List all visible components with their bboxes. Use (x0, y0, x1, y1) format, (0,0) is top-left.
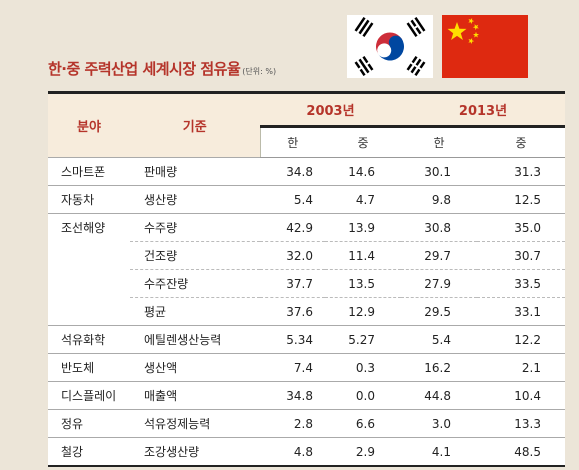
value-korea-2003: 2.8 (260, 409, 325, 438)
field-cell: 정유 (48, 409, 130, 438)
value-china-2013: 2.1 (477, 353, 565, 382)
value-korea-2013: 44.8 (401, 381, 477, 410)
value-korea-2003: 5.34 (260, 325, 325, 354)
table-row: 정유 석유정제능력 2.8 6.6 3.0 13.3 (48, 409, 565, 438)
header-year-2013: 2013년 (401, 91, 565, 127)
basis-cell: 생산량 (130, 185, 260, 214)
value-korea-2003: 7.4 (260, 353, 325, 382)
field-cell: 스마트폰 (48, 157, 130, 186)
basis-cell: 수주잔량 (130, 269, 260, 298)
header-china-2013: 중 (477, 125, 565, 158)
value-china-2013: 12.5 (477, 185, 565, 214)
header-basis: 기준 (130, 91, 260, 158)
value-china-2003: 13.5 (325, 269, 401, 298)
header-korea-2003: 한 (259, 125, 325, 158)
header-field: 분야 (48, 91, 130, 158)
value-china-2013: 13.3 (477, 409, 565, 438)
table-row: 철강 조강생산량 4.8 2.9 4.1 48.5 (48, 437, 565, 467)
value-china-2003: 12.9 (325, 297, 401, 326)
value-korea-2013: 5.4 (401, 325, 477, 354)
value-china-2003: 0.0 (325, 381, 401, 410)
basis-cell: 생산액 (130, 353, 260, 382)
basis-cell: 판매량 (130, 157, 260, 186)
header-china-2003: 중 (325, 125, 401, 158)
value-china-2013: 33.1 (477, 297, 565, 326)
table-row: 석유화학 에틸렌생산능력 5.34 5.27 5.4 12.2 (48, 325, 565, 354)
value-china-2013: 31.3 (477, 157, 565, 186)
value-china-2013: 10.4 (477, 381, 565, 410)
table-row: 반도체 생산액 7.4 0.3 16.2 2.1 (48, 353, 565, 382)
value-korea-2003: 5.4 (260, 185, 325, 214)
value-korea-2003: 37.7 (260, 269, 325, 298)
market-share-table: 분야 기준 2003년 2013년 한 중 한 중 스마트폰 판매량 34.8 … (48, 91, 565, 467)
table-row: 평균 37.6 12.9 29.5 33.1 (48, 297, 565, 326)
value-korea-2003: 4.8 (260, 437, 325, 467)
basis-cell: 평균 (130, 297, 260, 326)
five-star-red-flag-icon (442, 15, 528, 78)
basis-cell: 매출액 (130, 381, 260, 410)
field-cell (48, 269, 130, 298)
china-flag (442, 15, 528, 78)
field-cell: 철강 (48, 437, 130, 467)
table-row: 조선해양 수주량 42.9 13.9 30.8 35.0 (48, 213, 565, 242)
table-row: 수주잔량 37.7 13.5 27.9 33.5 (48, 269, 565, 298)
value-china-2013: 48.5 (477, 437, 565, 467)
value-china-2003: 11.4 (325, 241, 401, 270)
table-row: 디스플레이 매출액 34.8 0.0 44.8 10.4 (48, 381, 565, 410)
value-china-2003: 14.6 (325, 157, 401, 186)
value-china-2003: 0.3 (325, 353, 401, 382)
value-china-2013: 35.0 (477, 213, 565, 242)
value-korea-2003: 37.6 (260, 297, 325, 326)
field-cell: 반도체 (48, 353, 130, 382)
table-row: 자동차 생산량 5.4 4.7 9.8 12.5 (48, 185, 565, 214)
basis-cell: 석유정제능력 (130, 409, 260, 438)
value-china-2013: 12.2 (477, 325, 565, 354)
field-cell (48, 297, 130, 326)
value-korea-2003: 34.8 (260, 381, 325, 410)
value-china-2003: 4.7 (325, 185, 401, 214)
basis-cell: 수주량 (130, 213, 260, 242)
table-row: 스마트폰 판매량 34.8 14.6 30.1 31.3 (48, 157, 565, 186)
value-china-2013: 30.7 (477, 241, 565, 270)
value-china-2013: 33.5 (477, 269, 565, 298)
basis-cell: 조강생산량 (130, 437, 260, 467)
field-cell (48, 241, 130, 270)
taegukgi-icon (347, 15, 433, 78)
value-korea-2013: 4.1 (401, 437, 477, 467)
field-cell: 조선해양 (48, 213, 130, 242)
value-korea-2003: 34.8 (260, 157, 325, 186)
field-cell: 디스플레이 (48, 381, 130, 410)
header-year-2003: 2003년 (260, 91, 401, 127)
value-korea-2013: 27.9 (401, 269, 477, 298)
title-text: 한·중 주력산업 세계시장 점유율 (48, 60, 241, 78)
value-korea-2013: 3.0 (401, 409, 477, 438)
page-title: 한·중 주력산업 세계시장 점유율 (단위: %) (48, 58, 276, 79)
header-korea-2013: 한 (401, 125, 477, 158)
value-korea-2013: 29.7 (401, 241, 477, 270)
value-korea-2013: 16.2 (401, 353, 477, 382)
value-china-2003: 13.9 (325, 213, 401, 242)
value-korea-2013: 30.8 (401, 213, 477, 242)
value-korea-2013: 29.5 (401, 297, 477, 326)
field-cell: 석유화학 (48, 325, 130, 354)
value-china-2003: 6.6 (325, 409, 401, 438)
value-china-2003: 2.9 (325, 437, 401, 467)
value-korea-2003: 42.9 (260, 213, 325, 242)
value-korea-2013: 9.8 (401, 185, 477, 214)
unit-label: (단위: %) (242, 67, 277, 76)
value-china-2003: 5.27 (325, 325, 401, 354)
south-korea-flag (347, 15, 433, 78)
value-korea-2003: 32.0 (260, 241, 325, 270)
value-korea-2013: 30.1 (401, 157, 477, 186)
basis-cell: 건조량 (130, 241, 260, 270)
field-cell: 자동차 (48, 185, 130, 214)
basis-cell: 에틸렌생산능력 (130, 325, 260, 354)
table-row: 건조량 32.0 11.4 29.7 30.7 (48, 241, 565, 270)
